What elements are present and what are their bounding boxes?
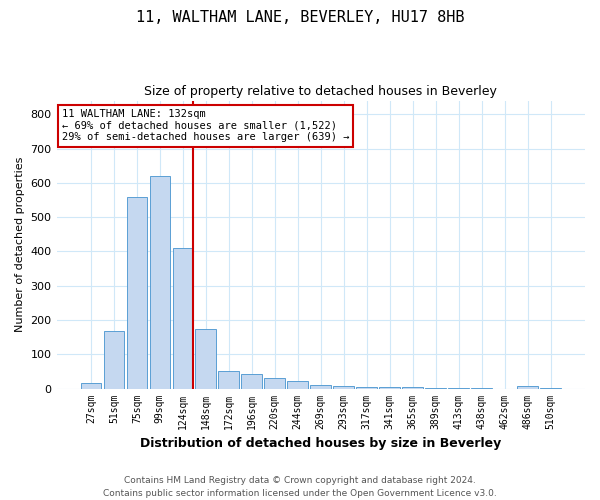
Text: 11 WALTHAM LANE: 132sqm
← 69% of detached houses are smaller (1,522)
29% of semi: 11 WALTHAM LANE: 132sqm ← 69% of detache…: [62, 109, 349, 142]
Bar: [265, 378, 285, 388]
Text: Contains HM Land Registry data © Crown copyright and database right 2024.
Contai: Contains HM Land Registry data © Crown c…: [103, 476, 497, 498]
Bar: [104, 332, 124, 388]
Y-axis label: Number of detached properties: Number of detached properties: [15, 157, 25, 332]
Bar: [379, 387, 400, 388]
Bar: [173, 248, 193, 388]
Bar: [218, 372, 239, 388]
Text: 11, WALTHAM LANE, BEVERLEY, HU17 8HB: 11, WALTHAM LANE, BEVERLEY, HU17 8HB: [136, 10, 464, 25]
Bar: [287, 381, 308, 388]
Bar: [241, 374, 262, 388]
X-axis label: Distribution of detached houses by size in Beverley: Distribution of detached houses by size …: [140, 437, 502, 450]
Bar: [149, 176, 170, 388]
Bar: [334, 386, 354, 388]
Bar: [517, 386, 538, 388]
Bar: [310, 385, 331, 388]
Title: Size of property relative to detached houses in Beverley: Size of property relative to detached ho…: [145, 85, 497, 98]
Bar: [127, 196, 147, 388]
Bar: [403, 387, 423, 388]
Bar: [80, 383, 101, 388]
Bar: [196, 328, 216, 388]
Bar: [356, 387, 377, 388]
